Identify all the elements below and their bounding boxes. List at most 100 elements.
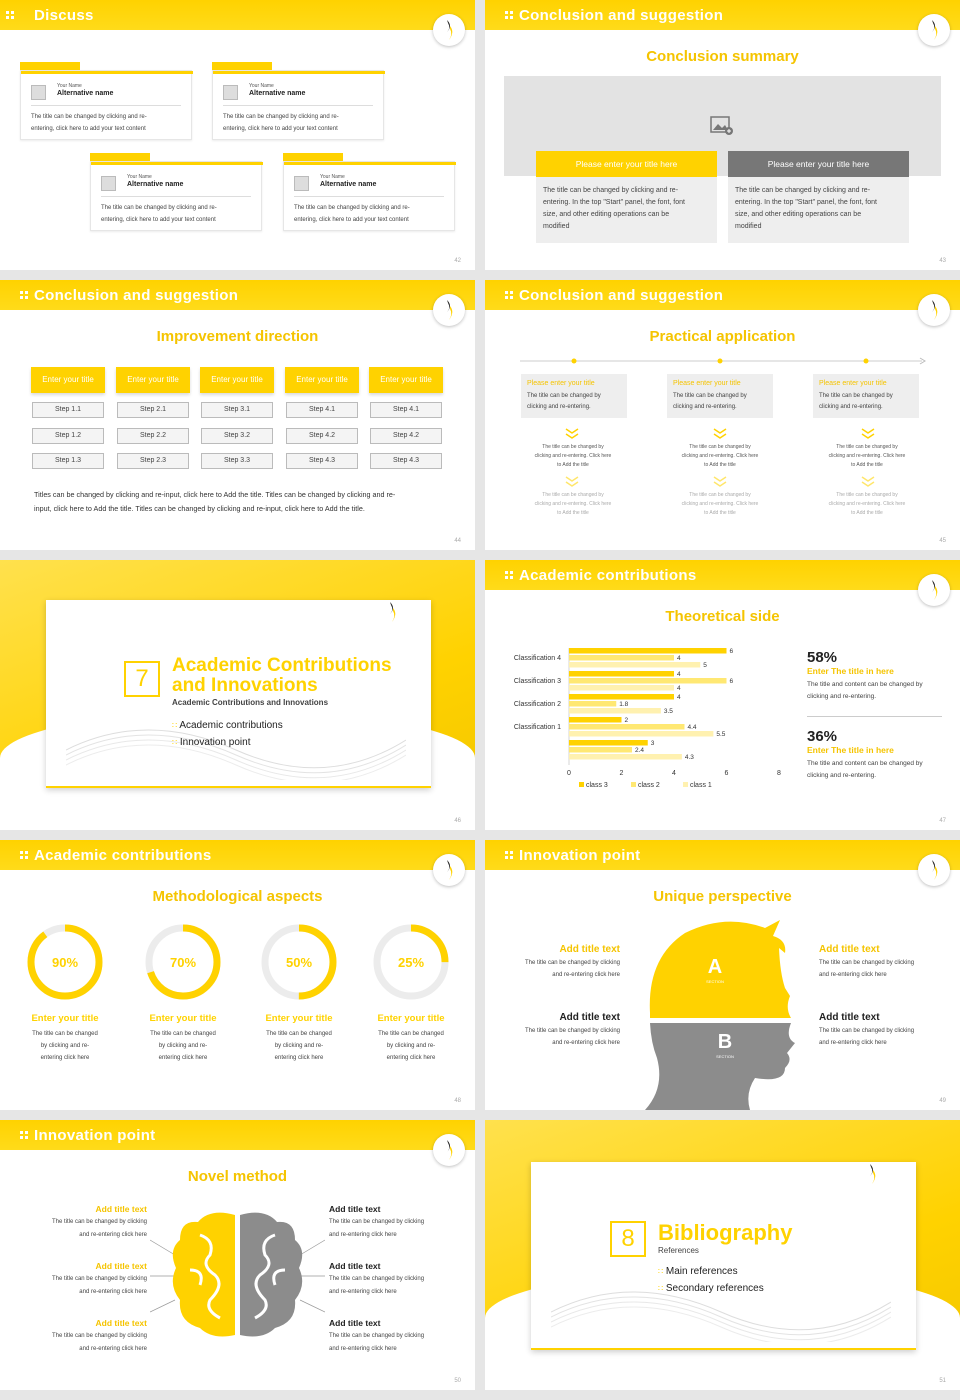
text-body: The title can be changed by clicking and … [524, 1028, 620, 1046]
page-number: 46 [454, 818, 461, 824]
bar [569, 694, 674, 700]
text-block: Add title text The title can be changed … [20, 1261, 147, 1299]
bar-value-label: 3 [651, 740, 655, 747]
bar [569, 685, 674, 691]
page-number: 42 [454, 258, 461, 264]
section-item[interactable]: ∷ Secondary references [658, 1283, 764, 1294]
section-title: Academic Contributions and Innovations [172, 655, 392, 696]
slide-49[interactable]: Innovation point Unique perspective A SE… [485, 840, 960, 1110]
step-box[interactable]: Step 4.2 [370, 428, 442, 444]
step-box[interactable]: Step 4.3 [286, 453, 358, 469]
ring-caption: Enter your title The title can be changed… [361, 1013, 461, 1064]
column-title[interactable]: Enter your title [369, 367, 443, 393]
step-box[interactable]: Step 2.3 [117, 453, 189, 469]
ring-progress [261, 924, 337, 1000]
flame-logo-icon [918, 574, 950, 606]
column-title[interactable]: Enter your title [285, 367, 359, 393]
column-title: Please enter your title [673, 380, 741, 387]
ring-title: Enter your title [377, 1013, 445, 1024]
slide-43[interactable]: Conclusion and suggestion Conclusion sum… [485, 0, 960, 270]
middle-text: The title can be changed by clicking and … [534, 444, 612, 468]
text-body: The title can be changed by clicking and … [819, 960, 915, 978]
slide-47[interactable]: Academic contributions Theoretical side … [485, 560, 960, 830]
card-body-text: The title can be changed by clicking and… [101, 205, 217, 223]
ring-text-line: entering click here [274, 1055, 324, 1061]
slide-42[interactable]: Discuss Your Name Alternative name The t… [0, 0, 475, 270]
step-box[interactable]: Step 1.3 [32, 453, 104, 469]
ring-title: Enter your title [265, 1013, 333, 1024]
card-body: Your Name Alternative name The title can… [212, 70, 385, 140]
footer-text: Titles can be changed by clicking and re… [34, 490, 396, 513]
slide-title: Innovation point [519, 847, 641, 864]
column-title[interactable]: Enter your title [200, 367, 274, 393]
slide-46[interactable]: 7 Academic Contributions and Innovations … [0, 560, 475, 830]
text-title: Add title text [819, 944, 880, 955]
section-item[interactable]: ∷ Main references [658, 1266, 738, 1277]
slide-45[interactable]: Conclusion and suggestion Practical appl… [485, 280, 960, 550]
step-box[interactable]: Step 4.1 [370, 402, 442, 418]
box-text: The title can be changed by clicking and… [543, 187, 685, 230]
legend-label: class 1 [690, 782, 712, 789]
column-card[interactable]: Please enter your title The title can be… [667, 374, 773, 418]
divider [101, 196, 251, 197]
summary-box[interactable]: Please enter your title here The title c… [536, 151, 717, 243]
category-label: Classification 4 [514, 655, 561, 662]
text-block: Add title text The title can be changed … [329, 1318, 459, 1356]
ring-text-line: by clicking and re- [386, 1043, 436, 1049]
step-box[interactable]: Step 4.2 [286, 428, 358, 444]
card-tab [90, 153, 150, 161]
text-block: Add title text The title can be changed … [819, 944, 939, 981]
text-title: Add title text [559, 1012, 620, 1023]
ring-title: Enter your title [149, 1013, 217, 1024]
section-item[interactable]: ∷ Innovation point [172, 737, 251, 748]
column-card[interactable]: Please enter your title The title can be… [813, 374, 919, 418]
step-box[interactable]: Step 4.3 [370, 453, 442, 469]
text-title: Add title text [95, 1318, 147, 1328]
ring-progress [27, 924, 103, 1000]
slide-44[interactable]: Conclusion and suggestion Improvement di… [0, 280, 475, 550]
card-small-label: Your Name [249, 83, 274, 89]
step-box[interactable]: Step 2.1 [117, 402, 189, 418]
stat-percent: 36% [807, 728, 838, 745]
bar-value-label: 2.4 [635, 747, 644, 754]
slide-header: Conclusion and suggestion [485, 0, 960, 30]
flame-logo-icon [433, 294, 465, 326]
chevron-down-icon [565, 476, 579, 487]
step-box[interactable]: Step 4.1 [286, 402, 358, 418]
slide-title: Innovation point [34, 1127, 156, 1144]
card-tab [20, 62, 80, 70]
slide-51[interactable]: 8 Bibliography References ∷ Main referen… [485, 1120, 960, 1390]
section-title: Bibliography [658, 1220, 793, 1245]
ring-progress [145, 924, 221, 1000]
avatar-image-icon [294, 176, 309, 191]
step-box[interactable]: Step 3.1 [201, 402, 273, 418]
x-tick-label: 2 [620, 770, 624, 777]
summary-box[interactable]: Please enter your title here The title c… [728, 151, 909, 243]
ring-text-line: The title can be changed [378, 1031, 444, 1037]
text-title: Add title text [329, 1204, 381, 1214]
column-title[interactable]: Enter your title [31, 367, 105, 393]
step-box[interactable]: Step 3.2 [201, 428, 273, 444]
column-title[interactable]: Enter your title [116, 367, 190, 393]
card-body: Your Name Alternative name The title can… [283, 161, 456, 231]
section-item[interactable]: ∷ Academic contributions [172, 720, 283, 731]
ring-percent-label: 90% [52, 955, 78, 970]
bar [569, 701, 617, 707]
slide-48[interactable]: Academic contributions Methodological as… [0, 840, 475, 1110]
stat-text: The title and content can be changed by c… [807, 760, 923, 779]
flame-logo-icon [856, 1158, 888, 1190]
bar [569, 708, 661, 714]
legend-swatch [683, 782, 688, 787]
dots-icon [6, 11, 15, 20]
column-card[interactable]: Please enter your title The title can be… [521, 374, 627, 418]
image-icon [710, 116, 733, 135]
card-top-bar [213, 71, 385, 74]
step-box[interactable]: Step 2.2 [117, 428, 189, 444]
flame-logo-icon [433, 854, 465, 886]
flame-logo-icon [918, 294, 950, 326]
step-box[interactable]: Step 1.2 [32, 428, 104, 444]
step-box[interactable]: Step 1.1 [32, 402, 104, 418]
step-box[interactable]: Step 3.3 [201, 453, 273, 469]
slide-50[interactable]: Innovation point Novel method Add title … [0, 1120, 475, 1390]
ring-text-line: by clicking and re- [274, 1043, 324, 1049]
